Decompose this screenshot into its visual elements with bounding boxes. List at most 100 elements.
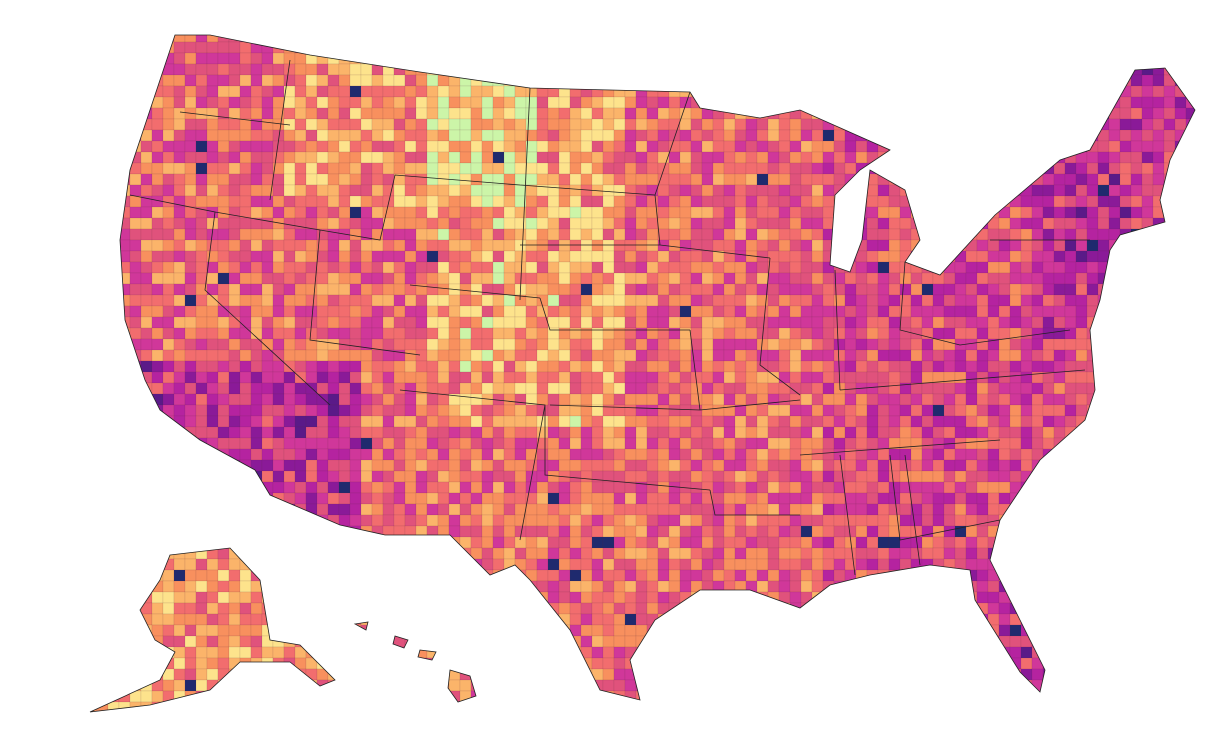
- county: [536, 96, 549, 109]
- county: [90, 118, 98, 131]
- county: [756, 382, 769, 395]
- county: [646, 415, 659, 428]
- county: [283, 492, 296, 505]
- county: [1053, 283, 1066, 296]
- county: [184, 63, 197, 76]
- county: [635, 96, 648, 109]
- county: [294, 316, 307, 329]
- county: [536, 239, 549, 252]
- county: [481, 305, 494, 318]
- county: [877, 35, 890, 43]
- county: [470, 371, 483, 384]
- county: [657, 415, 670, 428]
- county: [723, 305, 736, 318]
- county: [151, 41, 164, 54]
- county: [624, 481, 637, 494]
- county: [1208, 42, 1219, 53]
- county: [481, 481, 494, 494]
- county: [800, 140, 813, 153]
- county: [437, 305, 450, 318]
- county: [800, 239, 813, 252]
- county: [1020, 404, 1033, 417]
- county: [1031, 195, 1044, 208]
- county: [107, 52, 120, 65]
- county: [206, 316, 219, 329]
- county: [591, 382, 604, 395]
- county: [822, 151, 835, 164]
- county: [250, 107, 263, 120]
- county: [1009, 129, 1022, 142]
- county: [734, 107, 747, 120]
- county: [1152, 371, 1165, 384]
- county: [789, 96, 802, 109]
- county: [976, 217, 989, 230]
- county: [987, 118, 1000, 131]
- county: [657, 261, 670, 274]
- county: [558, 228, 571, 241]
- county: [1197, 372, 1208, 383]
- county: [437, 470, 450, 483]
- county: [393, 261, 406, 274]
- county: [1086, 195, 1099, 208]
- county: [1020, 437, 1033, 450]
- county: [1141, 437, 1154, 450]
- county: [976, 272, 989, 285]
- county: [1130, 35, 1143, 43]
- county: [360, 503, 373, 516]
- county: [64, 284, 75, 295]
- county: [20, 163, 31, 174]
- county: [745, 338, 758, 351]
- county: [602, 74, 615, 87]
- county: [415, 393, 428, 406]
- county: [107, 327, 120, 340]
- county: [459, 239, 472, 252]
- county: [789, 140, 802, 153]
- county: [514, 426, 527, 439]
- county: [1197, 196, 1208, 207]
- county: [668, 448, 681, 461]
- county: [393, 41, 406, 54]
- county: [118, 85, 131, 98]
- county: [195, 393, 208, 406]
- county: [217, 393, 230, 406]
- county: [866, 338, 879, 351]
- county: [998, 327, 1011, 340]
- county: [317, 20, 328, 31]
- county: [1208, 108, 1219, 119]
- county: [1119, 63, 1132, 76]
- county: [1141, 52, 1154, 65]
- county: [646, 162, 659, 175]
- county: [53, 394, 64, 405]
- county: [1152, 305, 1165, 318]
- county: [559, 20, 570, 31]
- county: [1086, 283, 1099, 296]
- county: [767, 52, 780, 65]
- county: [855, 272, 868, 285]
- county: [1020, 85, 1033, 98]
- county: [855, 503, 868, 516]
- county: [162, 283, 175, 296]
- county: [613, 96, 626, 109]
- county: [20, 317, 31, 328]
- county: [195, 140, 208, 153]
- county: [987, 228, 1000, 241]
- county: [1064, 448, 1077, 461]
- county: [316, 74, 329, 87]
- county: [646, 360, 659, 373]
- county: [547, 162, 560, 175]
- county: [294, 195, 307, 208]
- county: [800, 459, 813, 472]
- county: [646, 481, 659, 494]
- county: [833, 151, 846, 164]
- county: [426, 52, 439, 65]
- county: [844, 41, 857, 54]
- county: [1185, 85, 1195, 98]
- county: [943, 514, 956, 527]
- county: [613, 283, 626, 296]
- county: [624, 382, 637, 395]
- county: [118, 140, 131, 153]
- county: [635, 41, 648, 54]
- county: [690, 514, 703, 527]
- county: [1185, 228, 1195, 241]
- county: [294, 283, 307, 296]
